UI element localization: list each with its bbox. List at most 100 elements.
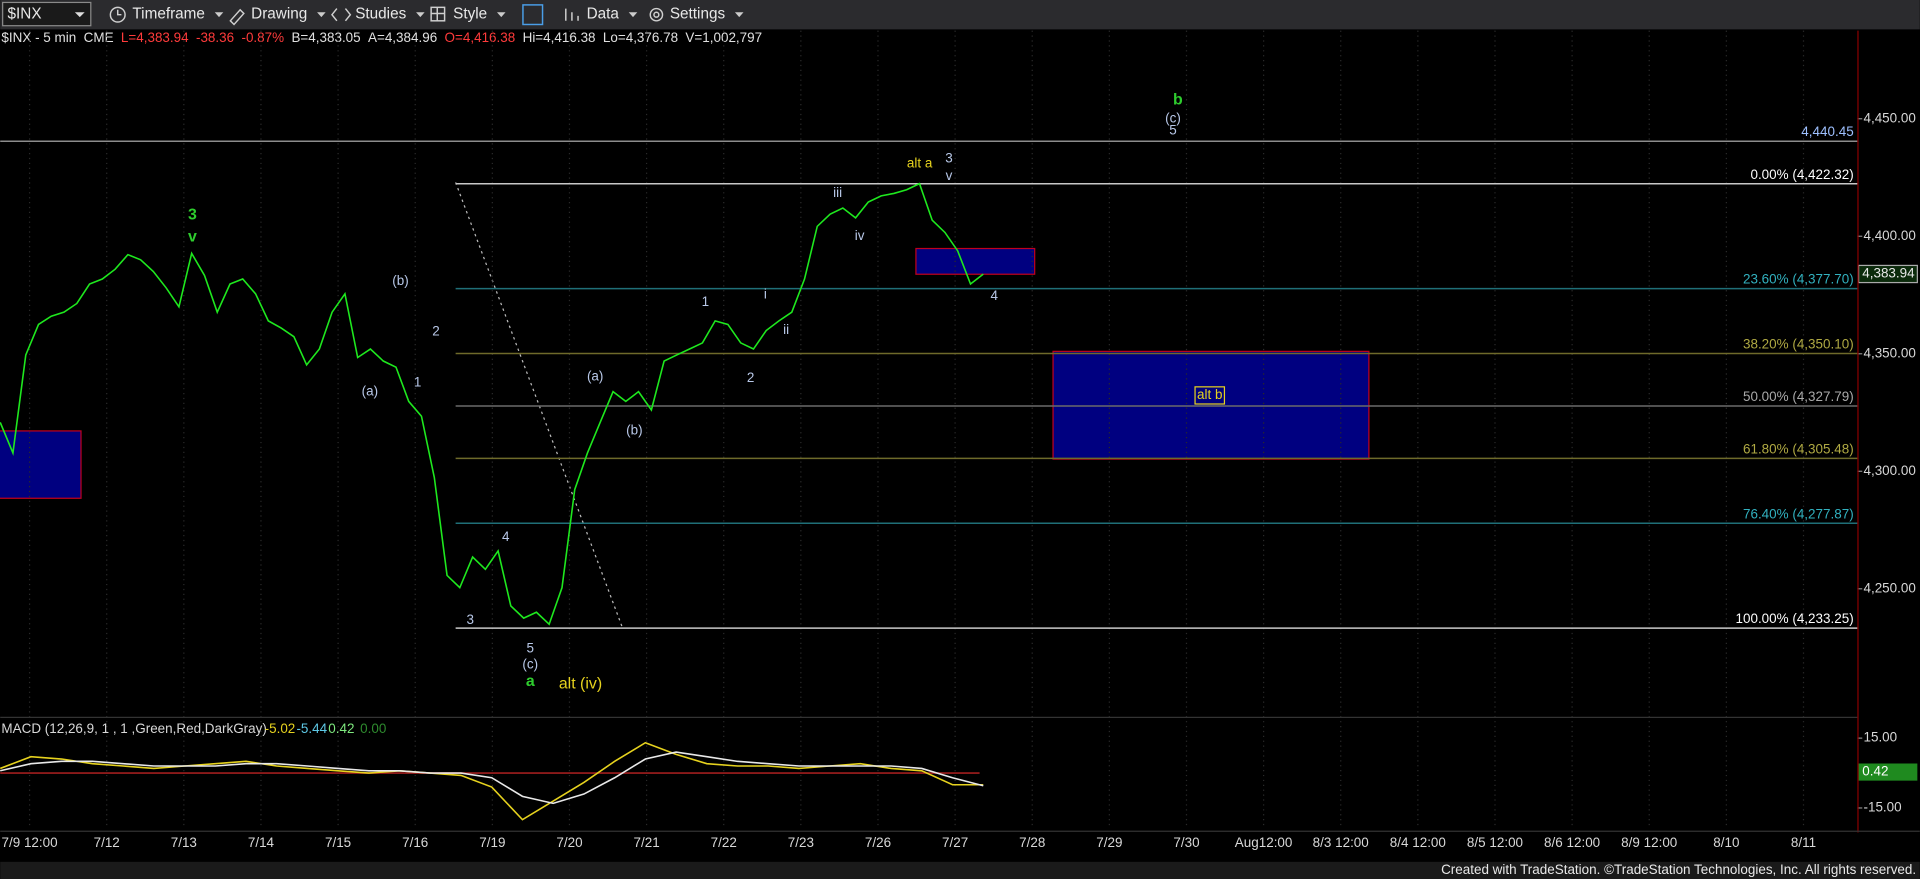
x-tick-label: 7/16 [402, 835, 428, 850]
wave-label: alt b [1197, 387, 1222, 402]
toolbar-icons [109, 4, 664, 26]
toolbar-button[interactable]: Timeframe [132, 6, 205, 23]
zone [915, 247, 1036, 275]
x-tick-label: 7/23 [788, 835, 814, 850]
symbol-dropdown[interactable] [74, 12, 85, 18]
footer-bar [0, 861, 1920, 879]
fib-label: 0.00% (4,422.32) [1750, 167, 1853, 182]
x-tick-label: 8/3 12:00 [1313, 835, 1369, 850]
x-tick-label: 8/9 12:00 [1621, 835, 1677, 850]
footer: Created with TradeStation. ©TradeStation… [1441, 862, 1916, 877]
macd-line [0, 751, 984, 805]
wave-label: 3 [945, 151, 952, 166]
symbol[interactable]: $INX [8, 6, 42, 23]
x-tick-label: 7/13 [171, 835, 197, 850]
wave-label: (b) [392, 273, 408, 288]
y-tick-label: 4,250.00 [1863, 580, 1915, 595]
price-line [0, 182, 984, 626]
x-tick-label: 7/28 [1019, 835, 1045, 850]
fib-label: 23.60% (4,377.70) [1743, 272, 1854, 287]
x-tick-label: 7/19 [479, 835, 505, 850]
x-tick-label: 7/29 [1096, 835, 1122, 850]
wave-label: ii [783, 322, 789, 337]
wave-label: 4 [991, 288, 999, 303]
x-tick-label: 7/30 [1173, 835, 1199, 850]
last-price-label: 4,383.94 [1862, 266, 1915, 281]
x-tick-label: 8/11 [1791, 835, 1816, 850]
x-tick-label: 7/15 [325, 835, 351, 850]
dropdown-arrow[interactable] [214, 12, 224, 18]
macd-line [0, 741, 984, 821]
x-tick-label: 7/27 [942, 835, 968, 850]
wave-label: 1 [702, 294, 709, 309]
x-tick-label: 8/4 12:00 [1390, 835, 1446, 850]
wave-label: (a) [587, 369, 603, 384]
target-label: 4,440.45 [1801, 124, 1853, 139]
y-tick-label: 4,400.00 [1863, 228, 1915, 243]
x-tick-label: 7/12 [94, 835, 120, 850]
x-tick-label: Aug12:00 [1235, 835, 1293, 850]
wave-label: iv [855, 228, 865, 243]
wave-label: 5 [1169, 123, 1176, 138]
dropdown-arrow[interactable] [317, 12, 326, 18]
zone [0, 430, 82, 499]
quote-field: Lo=4,376.78 [603, 30, 678, 45]
symbol-box[interactable] [2, 1, 92, 27]
zone [1052, 350, 1370, 460]
x-tick-label: 7/9 12:00 [2, 835, 58, 850]
quote-field: $INX - 5 min CME [1, 30, 113, 45]
macd-legend-value: 0.42 [328, 721, 354, 736]
dropdown-arrow[interactable] [496, 12, 506, 18]
toolbar-button[interactable]: Studies [355, 6, 406, 23]
fib-label: 50.00% (4,327.79) [1743, 389, 1854, 404]
y-tick-label: 4,350.00 [1863, 345, 1915, 360]
dropdown-arrow[interactable] [628, 12, 638, 18]
y-tick-label: 15.00 [1863, 730, 1897, 745]
label-box [1194, 386, 1226, 405]
macd-legend-value: -5.44 [296, 721, 327, 736]
quote-field: A=4,384.96 [368, 30, 437, 45]
quote-field: L=4,383.94 [121, 30, 189, 45]
x-tick-label: 7/21 [634, 835, 660, 850]
last-value-label: 0.42 [1862, 764, 1888, 779]
wave-label: 2 [432, 323, 439, 338]
wave-label: 2 [747, 370, 754, 385]
wave-label: iii [833, 185, 842, 200]
wave-label: (a) [362, 383, 378, 398]
wave-label: 1 [414, 375, 421, 390]
x-tick-label: 8/6 12:00 [1544, 835, 1600, 850]
wave-label: (c) [1165, 110, 1181, 125]
wave-label: (b) [626, 422, 642, 437]
y-tick-label: 4,300.00 [1863, 463, 1915, 478]
quote-field: Hi=4,416.38 [523, 30, 596, 45]
wave-label: b [1173, 92, 1183, 109]
toolbar-button[interactable]: Settings [670, 6, 726, 23]
dropdown-arrow[interactable] [416, 12, 425, 18]
x-tick-label: 8/5 12:00 [1467, 835, 1523, 850]
quote-field: V=1,002,797 [685, 30, 762, 45]
toolbar-button[interactable]: Style [453, 6, 487, 23]
wave-label: 4 [502, 529, 510, 544]
x-tick-label: 7/14 [248, 835, 275, 850]
dropdown-arrow[interactable] [734, 12, 744, 18]
wave-label: v [188, 229, 197, 246]
y-tick-label: 4,450.00 [1863, 110, 1915, 125]
x-tick-label: 8/10 [1713, 835, 1739, 850]
wave-label: i [764, 287, 767, 302]
y-tick-label: -15.00 [1863, 800, 1901, 815]
macd-legend-value: -5.02 [265, 721, 296, 736]
x-tick-label: 7/26 [865, 835, 891, 850]
macd-title: MACD (12,26,9, 1 , 1 ,Green,Red,DarkGray… [1, 721, 266, 736]
wave-label: 3 [467, 612, 474, 627]
fib-label: 61.80% (4,305.48) [1743, 441, 1854, 456]
quote-field: -0.87% [241, 30, 284, 45]
fib-label: 38.20% (4,350.10) [1743, 337, 1854, 352]
macd-legend-value: 0.00 [360, 721, 386, 736]
x-tick-label: 7/22 [711, 835, 737, 850]
toolbar-button[interactable]: Data [587, 6, 620, 23]
toolbar-button[interactable]: Drawing [251, 6, 307, 23]
quote-field: B=4,383.05 [291, 30, 360, 45]
wave-label: 3 [188, 207, 197, 224]
wave-label: alt (iv) [559, 676, 602, 693]
